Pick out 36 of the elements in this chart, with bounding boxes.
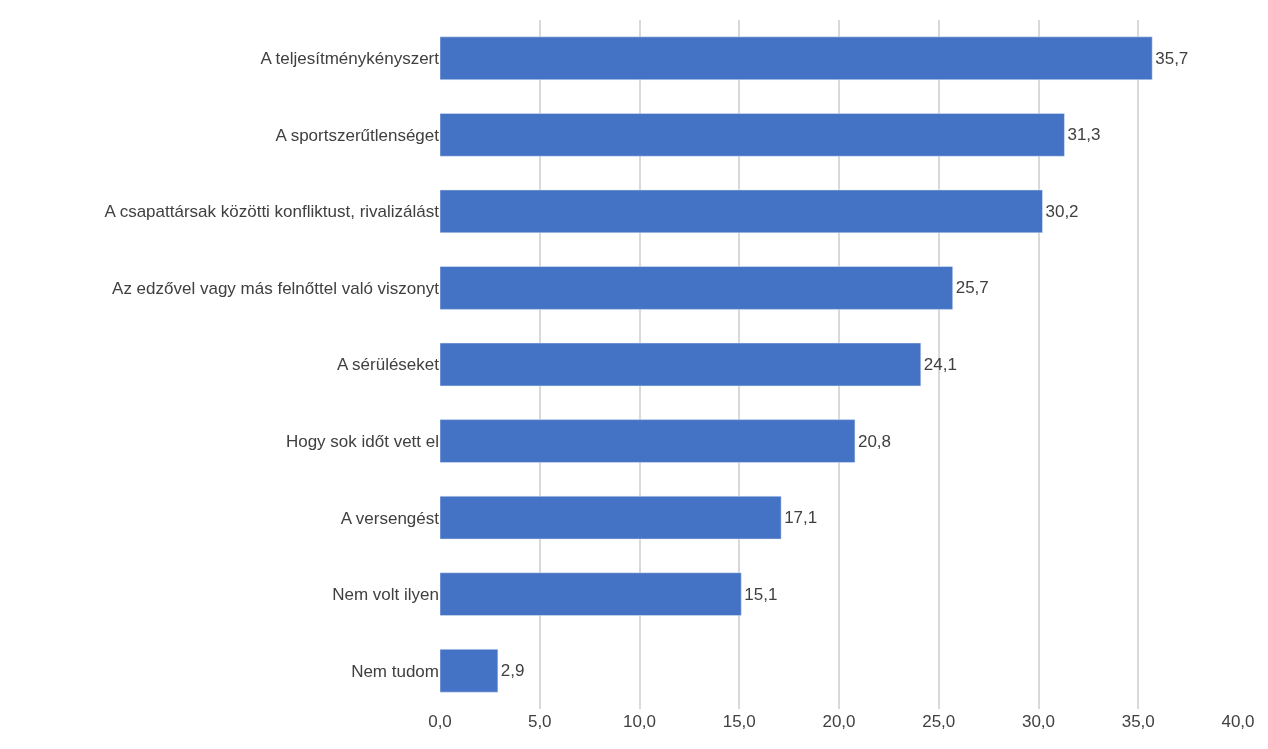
x-tick-label: 25,0 (922, 712, 956, 731)
data-label: 24,1 (923, 355, 957, 374)
bar (440, 649, 499, 693)
data-label: 35,7 (1155, 48, 1189, 68)
y-tick-label: A teljesítménykényszert (260, 49, 440, 69)
y-tick-label: Hogy sok időt vett el (285, 432, 439, 452)
bar (440, 189, 1043, 234)
bar (440, 113, 1065, 157)
y-tick-label: A versengést (340, 508, 440, 528)
x-tick-label: 15,0 (722, 712, 756, 731)
y-tick-label: A sérüléseket (336, 355, 440, 375)
data-label: 25,7 (955, 278, 989, 298)
data-label: 2,9 (500, 661, 525, 681)
y-tick-label: Nem tudom (351, 661, 439, 681)
bar (440, 495, 782, 540)
x-tick-label: 40,0 (1221, 712, 1255, 731)
bar (440, 36, 1153, 80)
y-tick-label: Nem volt ilyen (332, 585, 439, 605)
x-tick-label: 20,0 (822, 712, 856, 731)
data-label: 30,2 (1045, 201, 1079, 221)
data-label: 15,1 (744, 584, 778, 604)
x-tick-label: 0,0 (428, 712, 452, 731)
data-label: 17,1 (784, 508, 818, 528)
y-tick-label: A csapattársak közötti konfliktust, rivalizálást (104, 202, 440, 222)
x-tick-label: 30,0 (1021, 712, 1056, 731)
bar (440, 266, 953, 310)
data-label: 20,8 (857, 431, 892, 451)
data-label: 31,3 (1067, 125, 1101, 145)
bar (440, 419, 856, 463)
bar (440, 572, 742, 616)
x-tick-label: 5,0 (527, 712, 552, 731)
x-tick-label: 10,0 (622, 712, 657, 731)
y-tick-label: A sportszerűtlenséget (275, 125, 440, 145)
bar (440, 342, 922, 387)
y-tick-label: Az edzővel vagy más felnőttel való viszonyt (112, 278, 440, 298)
x-tick-label: 35,0 (1121, 712, 1155, 731)
